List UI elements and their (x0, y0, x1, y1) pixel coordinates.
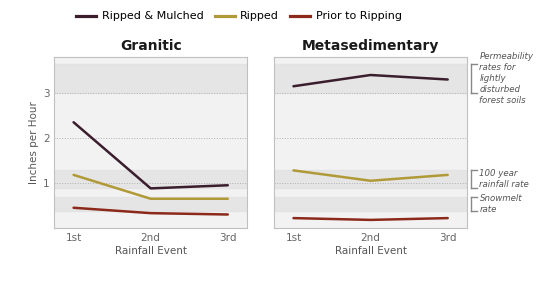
Bar (54, 64, 247, 93)
X-axis label: Rainfall Event: Rainfall Event (115, 246, 187, 256)
Bar (274, 170, 467, 188)
X-axis label: Rainfall Event: Rainfall Event (334, 246, 407, 256)
Bar (54, 198, 247, 211)
Bar (54, 170, 247, 188)
Text: Snowmelt
rate: Snowmelt rate (479, 194, 522, 214)
Bar (274, 64, 467, 93)
Y-axis label: Inches per Hour: Inches per Hour (29, 101, 39, 184)
Legend: Ripped & Mulched, Ripped, Prior to Ripping: Ripped & Mulched, Ripped, Prior to Rippi… (72, 7, 406, 26)
Title: Granitic: Granitic (120, 39, 181, 53)
Text: 100 year
rainfall rate: 100 year rainfall rate (479, 169, 529, 189)
Title: Metasedimentary: Metasedimentary (302, 39, 439, 53)
Bar (274, 198, 467, 211)
Text: Permeability
rates for
lightly
disturbed
forest soils: Permeability rates for lightly disturbed… (479, 52, 533, 105)
